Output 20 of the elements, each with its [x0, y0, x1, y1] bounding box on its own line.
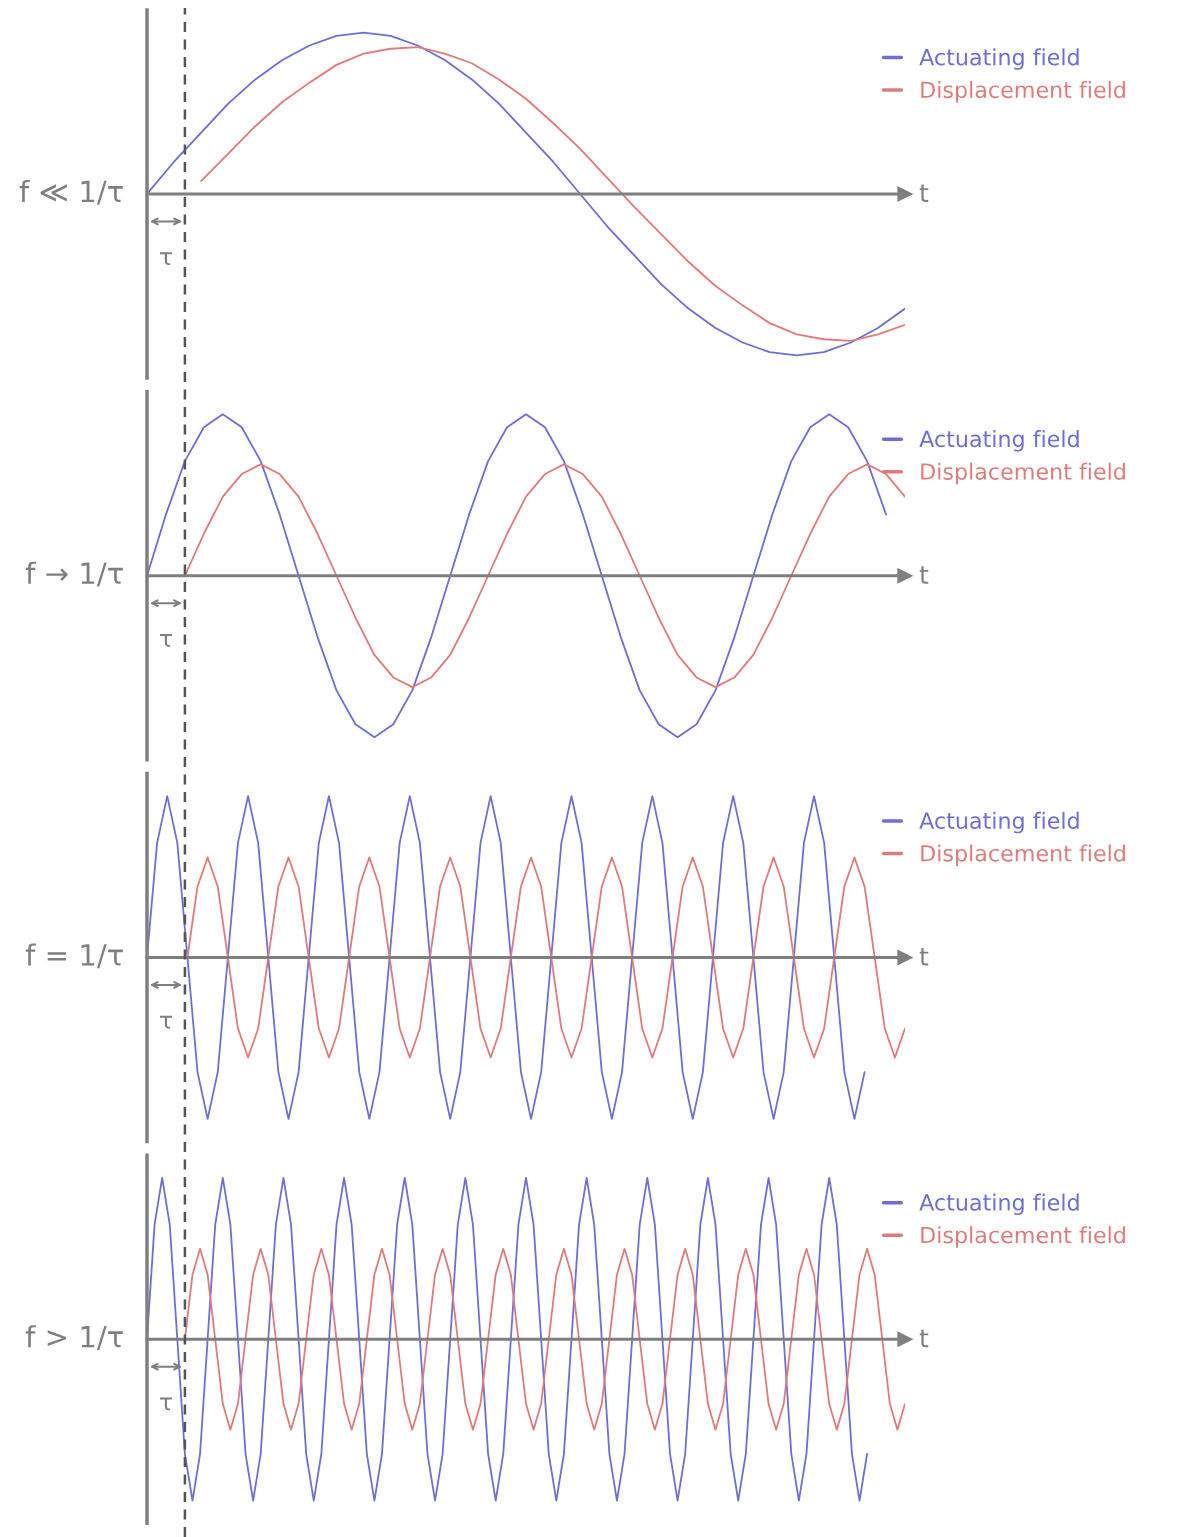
x-axis-title: t	[919, 184, 929, 202]
x-axis-title: t	[919, 947, 929, 966]
legend-label: Displacement field	[921, 1226, 1125, 1248]
legend-label: Actuating field	[919, 811, 1079, 834]
annotation: τ	[160, 252, 172, 266]
x-axis-title: t	[919, 566, 929, 584]
legend-label: Displacement field	[921, 462, 1125, 485]
legend-label: Actuating field	[919, 1193, 1079, 1216]
y-axis-title: f ≪ 1/τ	[19, 179, 123, 205]
annotation: τ	[160, 1397, 172, 1411]
legend-label: Displacement field	[921, 80, 1125, 103]
legend-label: Actuating field	[919, 430, 1079, 452]
y-axis-title: f → 1/τ	[25, 561, 123, 587]
legend-label: Actuating field	[919, 48, 1079, 70]
annotation: τ	[160, 633, 172, 647]
annotation: τ	[160, 1015, 172, 1029]
x-axis-title: t	[919, 1329, 929, 1348]
legend-label: Displacement field	[921, 844, 1125, 866]
y-axis-title: f = 1/τ	[25, 943, 123, 969]
y-axis-title: f > 1/τ	[25, 1325, 123, 1351]
